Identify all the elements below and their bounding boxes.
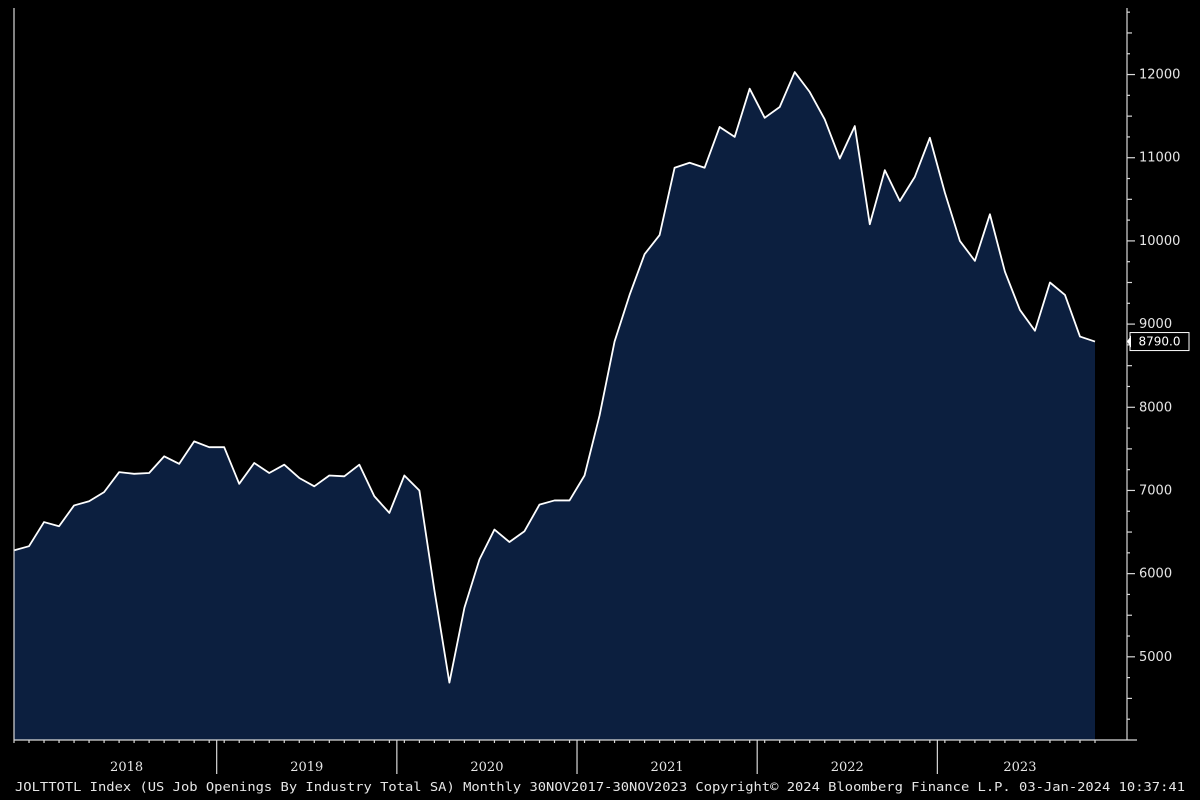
series-line <box>13 71 1096 684</box>
y-tick-label: 5000 <box>1139 650 1172 665</box>
x-year-label: 2020 <box>470 760 503 775</box>
y-tick-label: 7000 <box>1139 483 1172 498</box>
last-value-label: 8790.0 <box>1139 335 1181 349</box>
y-tick-label: 11000 <box>1139 151 1180 166</box>
area-fill <box>14 72 1095 741</box>
x-year-label: 2021 <box>651 760 684 775</box>
x-year-label: 2018 <box>110 760 143 775</box>
x-year-label: 2019 <box>290 760 323 775</box>
y-tick-label: 12000 <box>1139 68 1180 83</box>
y-tick-label: 10000 <box>1139 234 1180 249</box>
y-tick-label: 8000 <box>1139 400 1172 415</box>
footer-caption: JOLTTOTL Index (US Job Openings By Indus… <box>15 779 1185 794</box>
x-year-label: 2022 <box>831 760 864 775</box>
y-tick-label: 9000 <box>1139 317 1172 332</box>
y-tick-label: 6000 <box>1139 567 1172 582</box>
x-year-label: 2023 <box>1003 760 1036 775</box>
last-value-pointer <box>1127 335 1131 348</box>
